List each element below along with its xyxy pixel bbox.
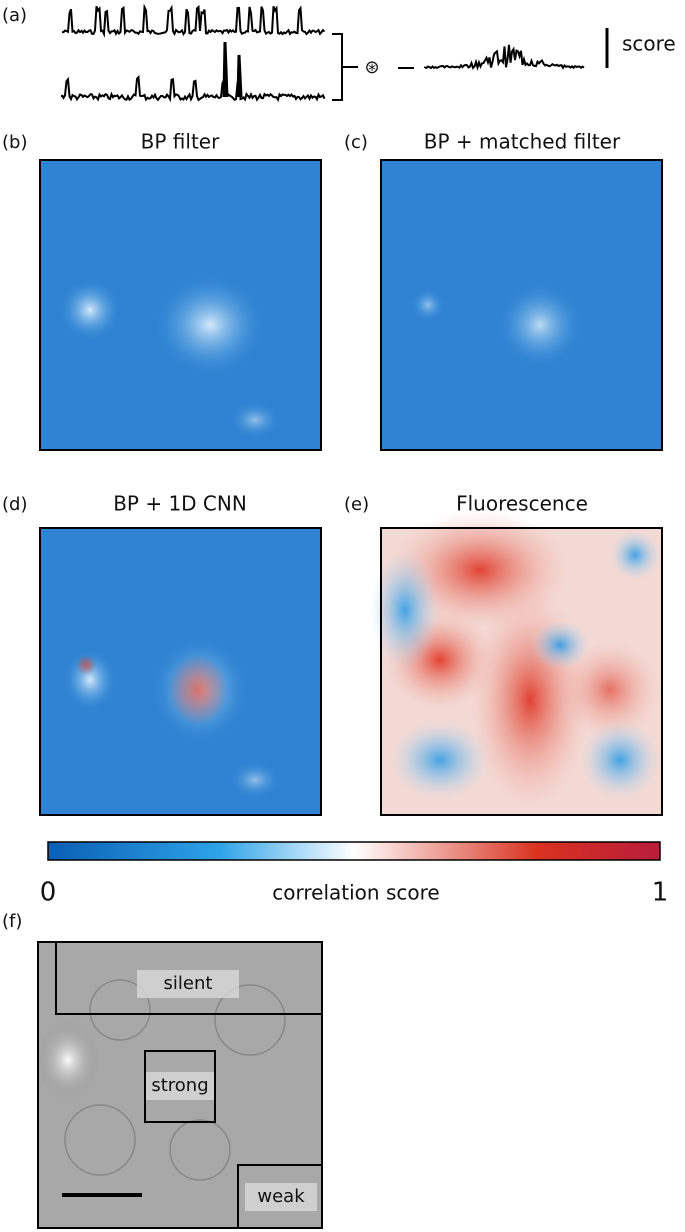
trace — [61, 74, 326, 103]
trace — [61, 3, 326, 38]
panel-title: BP + matched filter — [424, 130, 621, 154]
panel-title: BP filter — [141, 130, 220, 154]
panel-label: (f) — [2, 911, 22, 932]
region-box — [237, 1164, 323, 1229]
region-label-bg — [146, 1072, 214, 1100]
operator: ⊛ — [364, 57, 379, 78]
panel-label: (c) — [344, 132, 368, 153]
score-label: score — [622, 32, 676, 56]
trace-spike — [222, 41, 243, 98]
bracket — [332, 33, 358, 101]
region-label: weak — [257, 1186, 305, 1207]
colorbar-tick-label: 1 — [652, 878, 669, 908]
panel-label: (b) — [2, 132, 27, 153]
region-label: strong — [151, 1075, 208, 1096]
map-image — [380, 159, 663, 451]
region-box — [55, 941, 323, 1015]
panel-label: (a) — [2, 5, 27, 26]
colorbar — [47, 841, 661, 861]
colorbar-label: correlation score — [272, 881, 439, 905]
panel-title: BP + 1D CNN — [113, 492, 247, 516]
region-label-bg — [245, 1183, 317, 1211]
region-label: silent — [164, 973, 213, 994]
region-label-bg — [137, 970, 239, 998]
correlation-trace — [424, 44, 585, 71]
traces — [61, 3, 585, 103]
map-image — [39, 527, 322, 816]
map-image — [39, 159, 322, 451]
colorbar-tick-label: 0 — [40, 878, 57, 908]
region-box — [144, 1050, 216, 1123]
fluorescence-image — [370, 510, 663, 816]
panel-label: (e) — [344, 494, 369, 515]
panel-label: (d) — [2, 494, 27, 515]
